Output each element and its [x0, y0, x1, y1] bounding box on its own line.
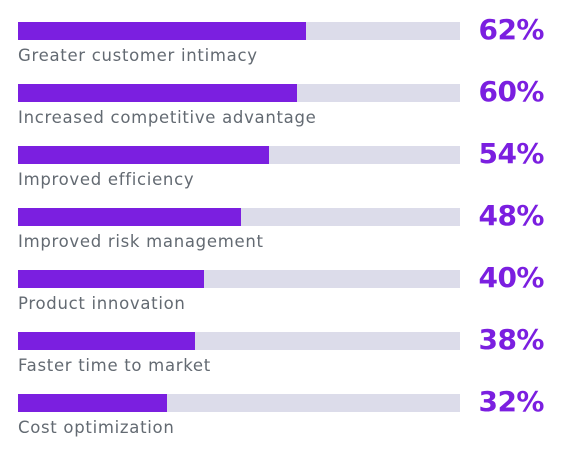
bar	[18, 22, 306, 40]
bar-value-label: 48%	[478, 199, 544, 232]
bar-track	[18, 84, 460, 102]
bar-row: 38% Faster time to market	[0, 323, 563, 394]
bar-row: 48% Improved risk management	[0, 199, 563, 270]
bar-value-label: 54%	[478, 137, 544, 170]
category-label: Product innovation	[18, 294, 186, 313]
bar-row: 54% Improved efficiency	[0, 137, 563, 208]
bar	[18, 332, 195, 350]
bar	[18, 208, 241, 226]
bar-row: 32% Cost optimization	[0, 385, 563, 456]
bar-row: 62% Greater customer intimacy	[0, 13, 563, 84]
category-label: Increased competitive advantage	[18, 108, 317, 127]
bar-row: 60% Increased competitive advantage	[0, 75, 563, 146]
bar-value-label: 62%	[478, 13, 544, 46]
bar-row: 40% Product innovation	[0, 261, 563, 332]
bar-track	[18, 270, 460, 288]
bar	[18, 270, 204, 288]
category-label: Greater customer intimacy	[18, 46, 258, 65]
bar	[18, 394, 167, 412]
bar-value-label: 38%	[478, 323, 544, 356]
bar-track	[18, 22, 460, 40]
bar-track	[18, 146, 460, 164]
category-label: Improved efficiency	[18, 170, 195, 189]
bar	[18, 84, 297, 102]
bar-value-label: 32%	[478, 385, 544, 418]
category-label: Faster time to market	[18, 356, 211, 375]
bar-value-label: 60%	[478, 75, 544, 108]
category-label: Cost optimization	[18, 418, 175, 437]
bar-track	[18, 208, 460, 226]
bar-track	[18, 332, 460, 350]
bar-track	[18, 394, 460, 412]
bar-value-label: 40%	[478, 261, 544, 294]
bar	[18, 146, 269, 164]
category-label: Improved risk management	[18, 232, 264, 251]
